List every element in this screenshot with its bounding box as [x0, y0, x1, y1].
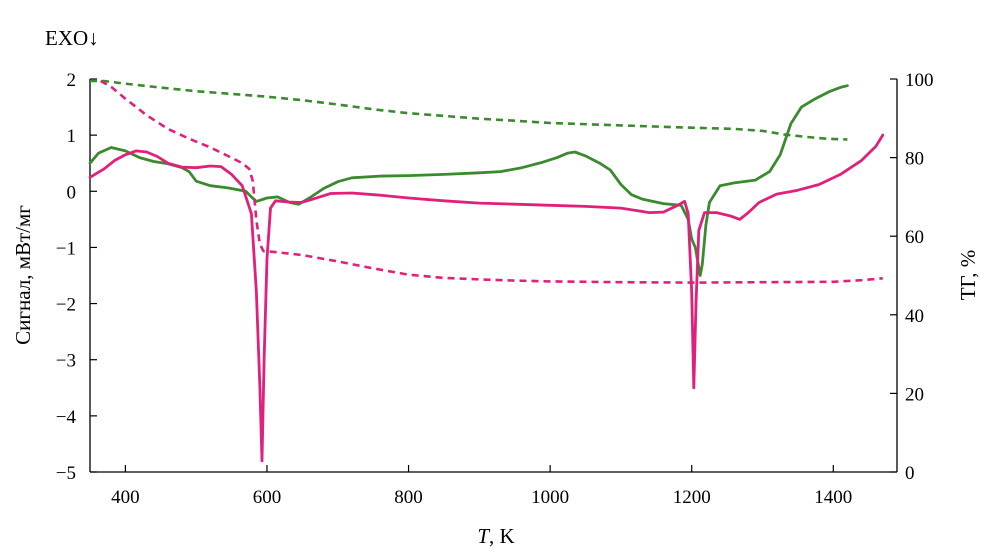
y-axis-label: Сигнал, мВт/мг	[11, 205, 35, 345]
series-line-3	[90, 79, 848, 141]
x-tick-label: 1000	[531, 487, 569, 508]
x-axis-label: T, K	[477, 524, 514, 548]
y2-tick-label: 80	[905, 149, 924, 170]
x-tick-label: 1400	[814, 487, 852, 508]
series-line-4	[99, 79, 883, 284]
y-tick-label: −5	[56, 463, 76, 484]
series-line-2	[88, 133, 885, 463]
x-tick-label: 1200	[673, 487, 711, 508]
y2-axis-label: ТГ, %	[956, 250, 980, 301]
y2-tick-label: 40	[905, 306, 924, 327]
series-group	[88, 79, 885, 463]
y2-tick-label: 100	[905, 70, 934, 91]
y-tick-label: 2	[67, 70, 77, 91]
y2-tick-label: 20	[905, 384, 924, 405]
x-tick-label: 800	[394, 487, 423, 508]
exo-annotation: EXO↓	[45, 26, 99, 50]
y-tick-label: 1	[67, 126, 77, 147]
series-line-1	[88, 84, 849, 277]
ticks: 400 600 800 1000 1200 1400210−1−2−3−4−5100806…	[56, 70, 934, 508]
y-tick-label: −1	[56, 238, 76, 259]
x-axis-label-unit: , K	[489, 524, 515, 548]
y2-tick-label: 0	[905, 463, 915, 484]
x-tick-label: 600	[253, 487, 282, 508]
y-tick-label: 0	[67, 182, 77, 203]
y-tick-label: −4	[56, 407, 77, 428]
x-axis-label-var: T	[477, 524, 490, 548]
axes	[89, 79, 898, 473]
x-tick-label: 400	[111, 487, 140, 508]
y-tick-label: −2	[56, 295, 76, 316]
y2-tick-label: 60	[905, 227, 924, 248]
y-tick-label: −3	[56, 351, 76, 372]
